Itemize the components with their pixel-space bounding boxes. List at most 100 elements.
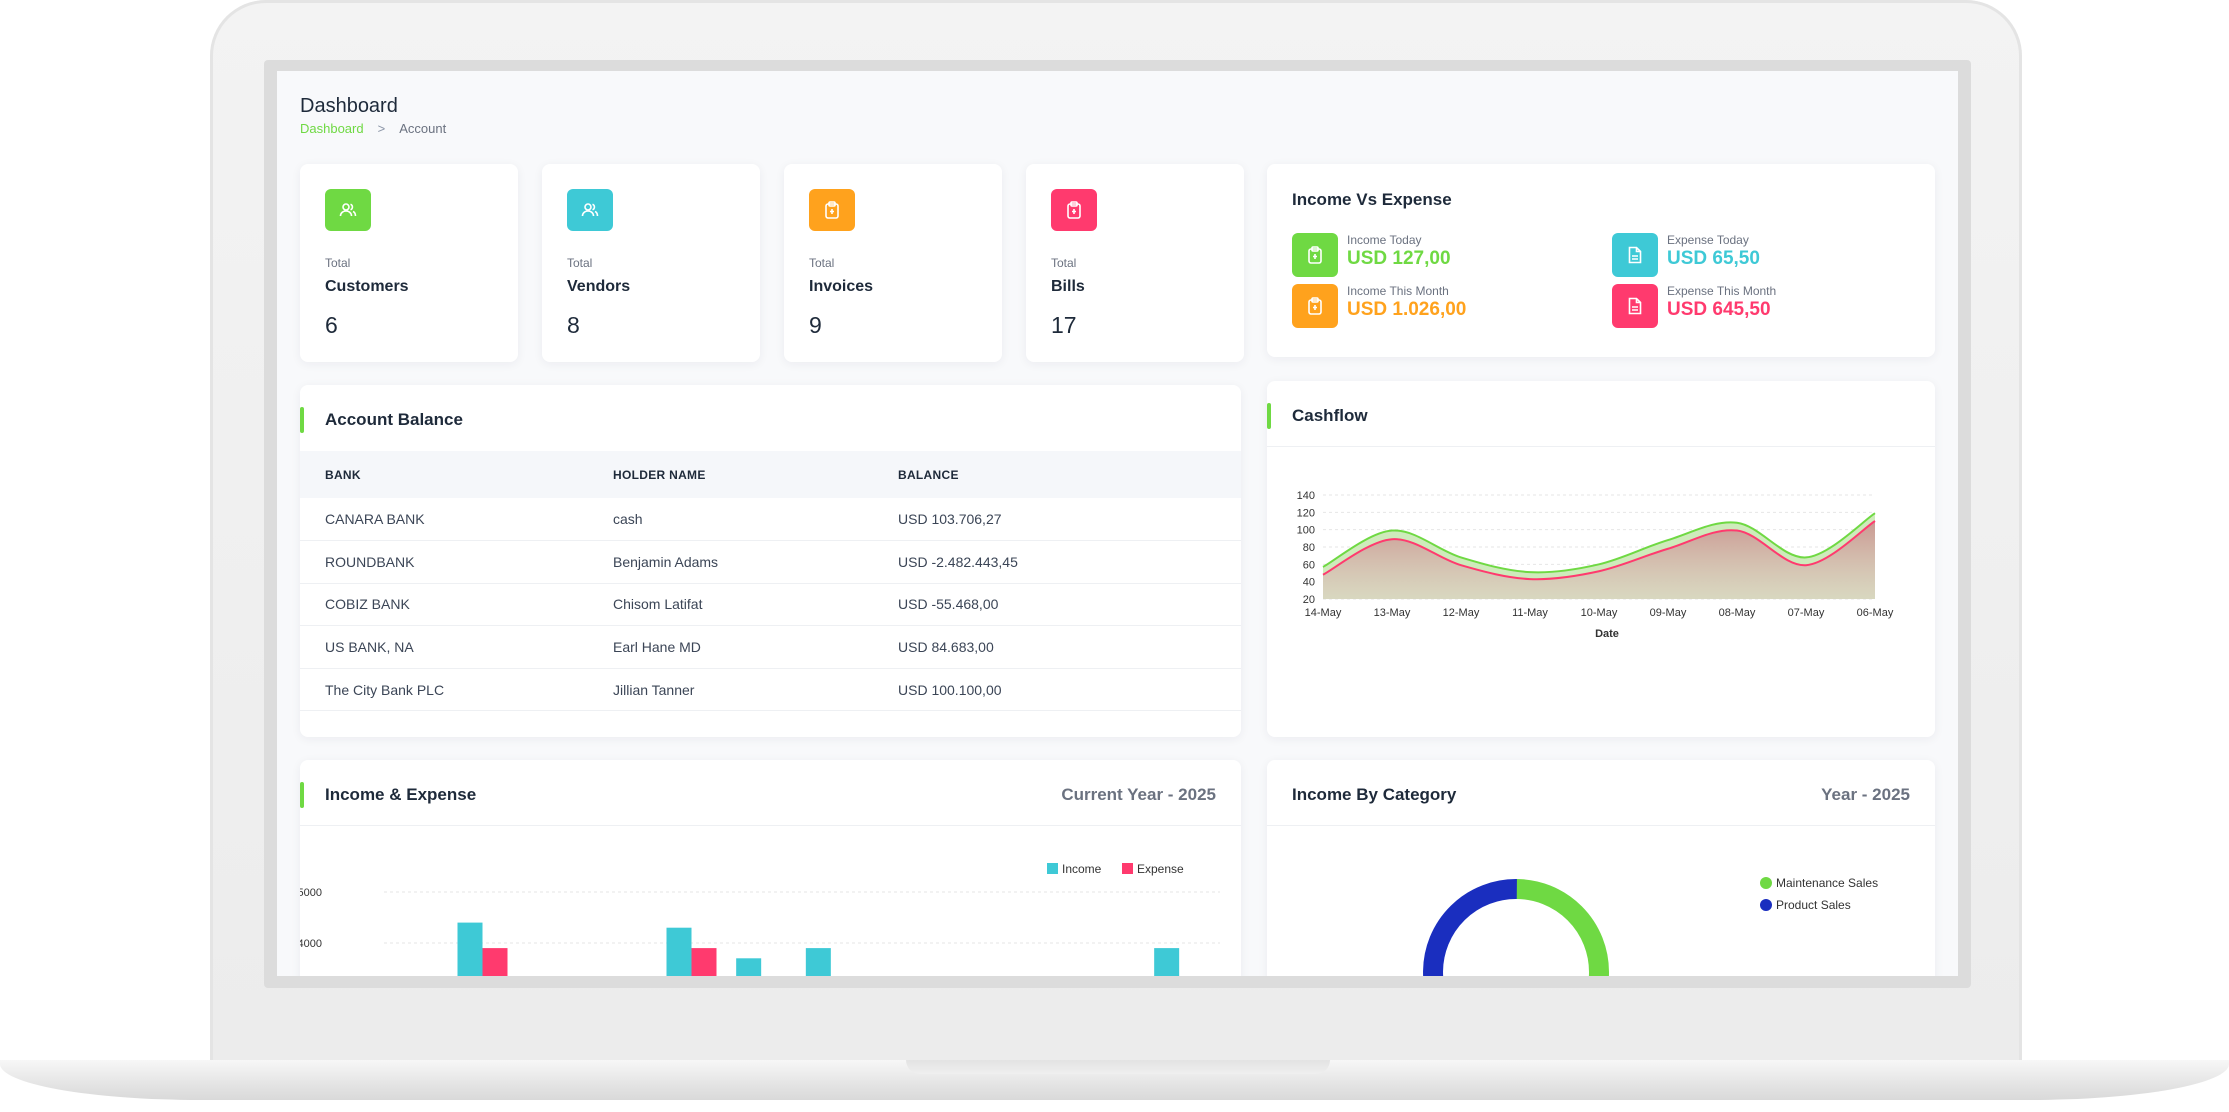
clipboard-icon	[809, 189, 855, 231]
account-balance-title: Account Balance	[325, 410, 463, 429]
laptop-base-notch	[906, 1060, 1330, 1074]
clipboard-icon	[1051, 189, 1097, 231]
bank-cell: US BANK, NA	[300, 625, 613, 669]
expense-this-month: Expense This Month USD 645,50	[1612, 284, 1892, 328]
table-row: The City Bank PLC Jillian Tanner USD 100…	[300, 668, 1241, 712]
y-tick-label: 60	[1303, 559, 1315, 571]
income-expense-header: Income & Expense Current Year - 2025	[300, 760, 1241, 826]
column-header-balance: BALANCE	[898, 451, 1241, 498]
bank-cell: ROUNDBANK	[300, 540, 613, 584]
area-fill	[1323, 521, 1875, 599]
users-icon	[325, 189, 371, 231]
table-row: ROUNDBANK Benjamin Adams USD -2.482.443,…	[300, 540, 1241, 584]
expense-this-month-label: Expense This Month	[1667, 284, 1777, 298]
y-tick-label: 4000	[300, 938, 322, 950]
column-header-holder: HOLDER NAME	[613, 451, 898, 498]
document-icon	[1612, 284, 1658, 328]
income-this-month-label: Income This Month	[1347, 284, 1449, 298]
balance-cell: USD 84.683,00	[898, 625, 1241, 669]
clipboard-icon	[1292, 284, 1338, 328]
income-by-category-period: Year - 2025	[1821, 785, 1910, 804]
stat-card-vendors: Total Vendors 8	[542, 164, 760, 362]
income-by-category-title: Income By Category	[1292, 785, 1457, 804]
income-expense-period: Current Year - 2025	[1061, 785, 1216, 804]
stat-card-customers: Total Customers 6	[300, 164, 518, 362]
y-tick-label: 80	[1303, 542, 1315, 554]
x-tick-label: 10-May	[1581, 607, 1618, 619]
balance-cell: USD -55.468,00	[898, 583, 1241, 627]
table-header-row: BANK HOLDER NAME BALANCE	[300, 451, 1241, 498]
x-tick-label: 14-May	[1305, 607, 1342, 619]
breadcrumb-separator: >	[377, 121, 386, 136]
legend-label: Expense	[1137, 862, 1184, 876]
balance-cell: USD 100.100,00	[898, 668, 1241, 712]
users-icon	[567, 189, 613, 231]
x-tick-label: 06-May	[1857, 607, 1894, 619]
income-by-category-chart: Maintenance Sales Product Sales	[1423, 876, 1878, 976]
holder-cell: Jillian Tanner	[613, 668, 898, 712]
income-this-month: Income This Month USD 1.026,00	[1292, 284, 1572, 328]
stat-card-bills: Total Bills 17	[1026, 164, 1244, 362]
series-line	[1322, 520, 1876, 581]
expense-today: Expense Today USD 65,50	[1612, 233, 1892, 277]
expense-today-label: Expense Today	[1667, 233, 1749, 247]
table-row: US BANK, NA Earl Hane MD USD 84.683,00	[300, 625, 1241, 669]
cashflow-header: Cashflow	[1267, 381, 1935, 447]
series-line	[1322, 512, 1876, 574]
holder-cell: cash	[613, 498, 898, 542]
income-by-category-card: Income By Category Year - 2025 Maintenan…	[1267, 760, 1935, 976]
breadcrumb-dashboard-link[interactable]: Dashboard	[300, 121, 364, 136]
stat-total-label: Total	[809, 256, 835, 270]
legend-swatch	[1047, 863, 1058, 874]
x-axis-title: Date	[1595, 628, 1619, 640]
income-today-amount: USD 127,00	[1347, 248, 1451, 269]
table-row: COBIZ BANK Chisom Latifat USD -55.468,00	[300, 583, 1241, 627]
y-tick-label: 140	[1297, 490, 1315, 502]
cashflow-card: Cashflow 20 40 60 80 100 120 140 14-May 13-May 12…	[1267, 381, 1935, 737]
stat-total-label: Total	[1051, 256, 1077, 270]
bar	[666, 927, 692, 976]
account-balance-card: Account Balance BANK HOLDER NAME BALANCE…	[300, 385, 1241, 737]
expense-today-amount: USD 65,50	[1667, 248, 1760, 269]
income-expense-title: Income & Expense	[325, 785, 477, 804]
section-accent-bar	[300, 407, 304, 433]
stat-value: 9	[809, 312, 822, 338]
breadcrumb-current: Account	[399, 121, 447, 136]
section-accent-bar	[300, 782, 304, 808]
y-tick-label: 40	[1303, 577, 1315, 589]
income-vs-expense-title: Income Vs Expense	[1292, 190, 1452, 209]
bank-cell: COBIZ BANK	[300, 583, 613, 627]
bank-cell: CANARA BANK	[300, 498, 613, 542]
stat-total-label: Total	[325, 256, 351, 270]
x-tick-label: 12-May	[1443, 607, 1480, 619]
x-tick-label: 11-May	[1512, 607, 1548, 619]
legend-swatch	[1760, 899, 1772, 911]
breadcrumb: Dashboard > Account	[300, 121, 446, 136]
x-tick-label: 09-May	[1650, 607, 1687, 619]
dashboard-screen: Dashboard Dashboard > Account Total Cust…	[277, 71, 1958, 976]
income-expense-chart: 5000400030002000IncomeExpense	[300, 862, 1220, 976]
holder-cell: Benjamin Adams	[613, 540, 898, 584]
document-icon	[1612, 233, 1658, 277]
x-tick-label: 13-May	[1374, 607, 1411, 619]
stat-value: 17	[1051, 312, 1077, 338]
stat-label: Bills	[1051, 278, 1085, 295]
stat-value: 8	[567, 312, 580, 338]
balance-cell: USD -2.482.443,45	[898, 540, 1241, 584]
income-today: Income Today USD 127,00	[1292, 233, 1572, 277]
income-today-label: Income Today	[1347, 233, 1422, 247]
y-tick-label: 20	[1303, 594, 1315, 606]
page-title: Dashboard	[300, 95, 398, 117]
stat-label: Customers	[325, 278, 409, 295]
stat-total-label: Total	[567, 256, 593, 270]
income-this-month-amount: USD 1.026,00	[1347, 299, 1467, 320]
expense-this-month-amount: USD 645,50	[1667, 299, 1771, 320]
stat-card-invoices: Total Invoices 9	[784, 164, 1002, 362]
bar	[805, 948, 831, 976]
bar	[691, 948, 717, 976]
donut-slice	[1423, 879, 1517, 976]
cashflow-chart: 20 40 60 80 100 120 140 14-May 13-May 12-May 11-Ma…	[1297, 490, 1894, 640]
account-balance-table: BANK HOLDER NAME BALANCE CANARA BANK cas…	[300, 451, 1241, 712]
y-tick-label: 120	[1297, 507, 1315, 519]
balance-cell: USD 103.706,27	[898, 498, 1241, 542]
